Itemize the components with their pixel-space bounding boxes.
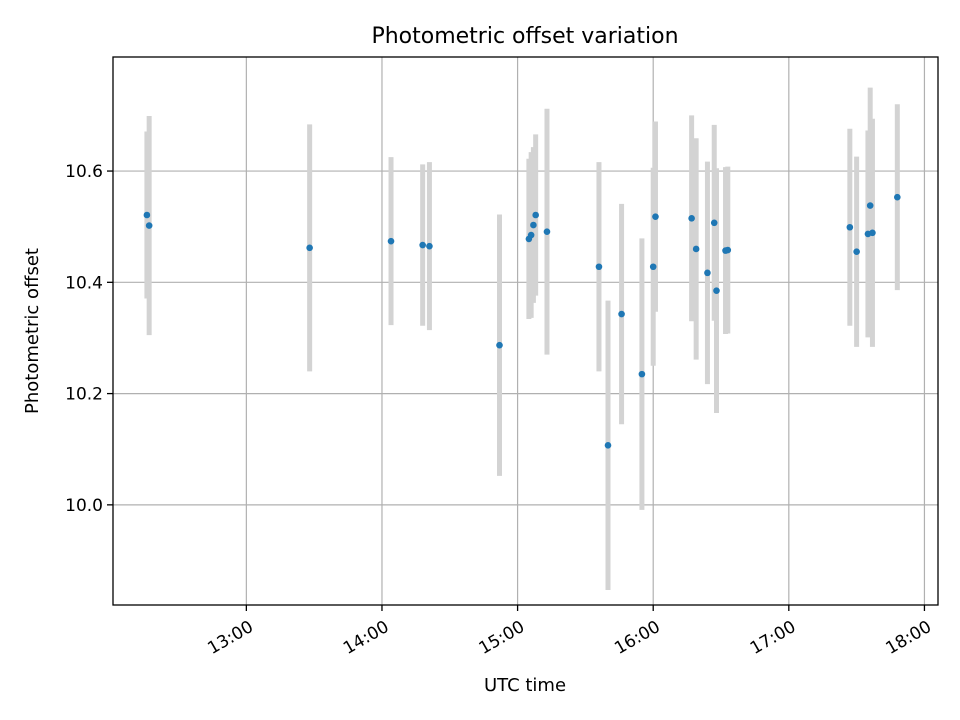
grid <box>113 57 938 605</box>
data-point <box>143 211 151 219</box>
data-point <box>853 248 860 256</box>
plot-frame <box>112 56 939 606</box>
data-point <box>688 215 695 222</box>
x-tick-label: 15:00 <box>476 617 528 659</box>
data-point <box>419 241 426 249</box>
data-point <box>532 211 539 219</box>
x-tick-label: 16:00 <box>611 617 663 659</box>
y-axis-label: Photometric offset <box>22 248 43 414</box>
data-point <box>869 229 876 237</box>
data-point <box>649 263 657 271</box>
data-point <box>595 263 603 271</box>
y-tick-label: 10.0 <box>65 496 103 516</box>
data-point <box>543 228 551 235</box>
x-tick-label: 17:00 <box>747 617 799 659</box>
data-points <box>143 193 901 449</box>
chart-title: Photometric offset variation <box>371 24 678 49</box>
data-point <box>710 219 718 227</box>
data-point <box>387 237 395 245</box>
data-point <box>530 221 537 229</box>
data-point <box>846 223 854 231</box>
data-point <box>426 242 433 250</box>
data-point <box>704 269 711 277</box>
data-point <box>145 222 153 229</box>
data-point <box>652 213 659 220</box>
error-bars <box>144 87 900 590</box>
data-point <box>306 244 313 252</box>
x-axis: 13:00 14:00 15:00 16:00 17:00 18:00 <box>204 605 935 659</box>
data-point <box>692 245 700 253</box>
data-point <box>713 287 720 294</box>
x-tick-label: 18:00 <box>883 617 935 659</box>
x-tick-label: 14:00 <box>340 617 392 659</box>
x-tick-label: 13:00 <box>204 617 256 659</box>
data-point <box>894 193 901 201</box>
y-tick-label: 10.2 <box>65 385 103 405</box>
y-tick-label: 10.6 <box>65 162 103 182</box>
data-point <box>604 442 612 449</box>
data-point <box>866 202 874 209</box>
y-tick-label: 10.4 <box>65 273 103 293</box>
y-axis: 10.0 10.2 10.4 10.6 <box>65 162 113 516</box>
data-point <box>496 341 503 349</box>
data-point <box>638 370 646 378</box>
data-point <box>527 231 535 239</box>
data-point <box>618 310 625 318</box>
x-axis-label: UTC time <box>484 675 566 696</box>
data-point <box>724 246 732 254</box>
